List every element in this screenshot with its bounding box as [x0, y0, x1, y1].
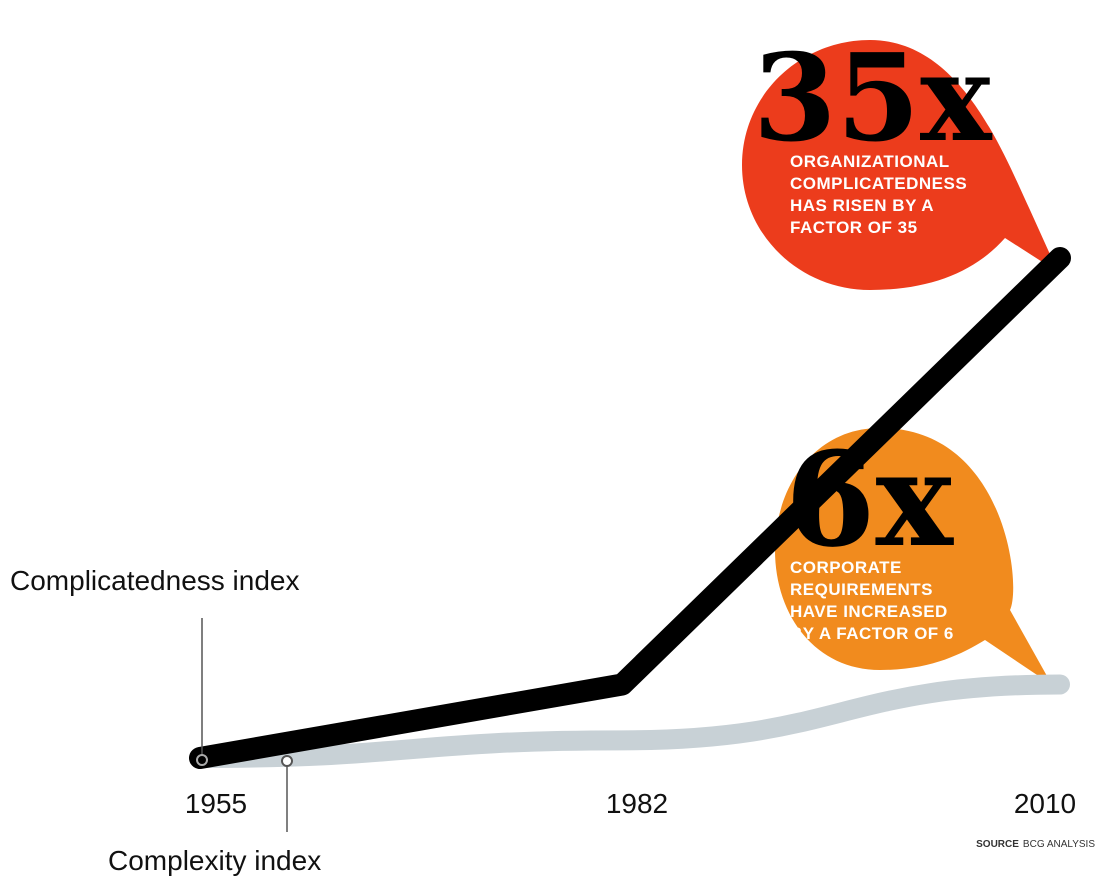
series-label-complexity: Complexity index: [108, 845, 321, 876]
x-tick-2010: 2010: [1014, 788, 1076, 819]
series-label-complicatedness: Complicatedness index: [10, 565, 300, 596]
callout-35x-line-2: COMPLICATEDNESS: [790, 174, 967, 193]
complexity-marker: [281, 755, 293, 767]
callout-6x-line-4: BY A FACTOR OF 6: [790, 624, 954, 643]
x-tick-1955: 1955: [185, 788, 247, 819]
callout-35x: 35x ORGANIZATIONAL COMPLICATEDNESS HAS R…: [742, 28, 1058, 290]
source-label: SOURCE: [976, 839, 1019, 850]
callout-6x: 6x CORPORATE REQUIREMENTS HAVE INCREASED…: [775, 423, 1052, 685]
callout-35x-number: 35x: [753, 28, 993, 169]
source-text: BCG ANALYSIS: [1023, 839, 1095, 850]
series-line-complexity: [190, 674, 1070, 768]
series-line-complicatedness: [189, 247, 1071, 769]
callout-35x-line-1: ORGANIZATIONAL: [790, 152, 950, 171]
callout-35x-line-3: HAS RISEN BY A: [790, 196, 934, 215]
complicatedness-marker: [196, 754, 208, 766]
callout-6x-line-1: CORPORATE: [790, 558, 902, 577]
callout-6x-line-2: REQUIREMENTS: [790, 580, 933, 599]
source-note: SOURCE BCG ANALYSIS: [976, 839, 1095, 850]
callout-35x-line-4: FACTOR OF 35: [790, 218, 918, 237]
callout-35x-bubble: [742, 40, 1058, 290]
callout-6x-line-3: HAVE INCREASED: [790, 602, 948, 621]
callout-6x-bubble: [775, 428, 1052, 685]
x-tick-1982: 1982: [606, 788, 668, 819]
